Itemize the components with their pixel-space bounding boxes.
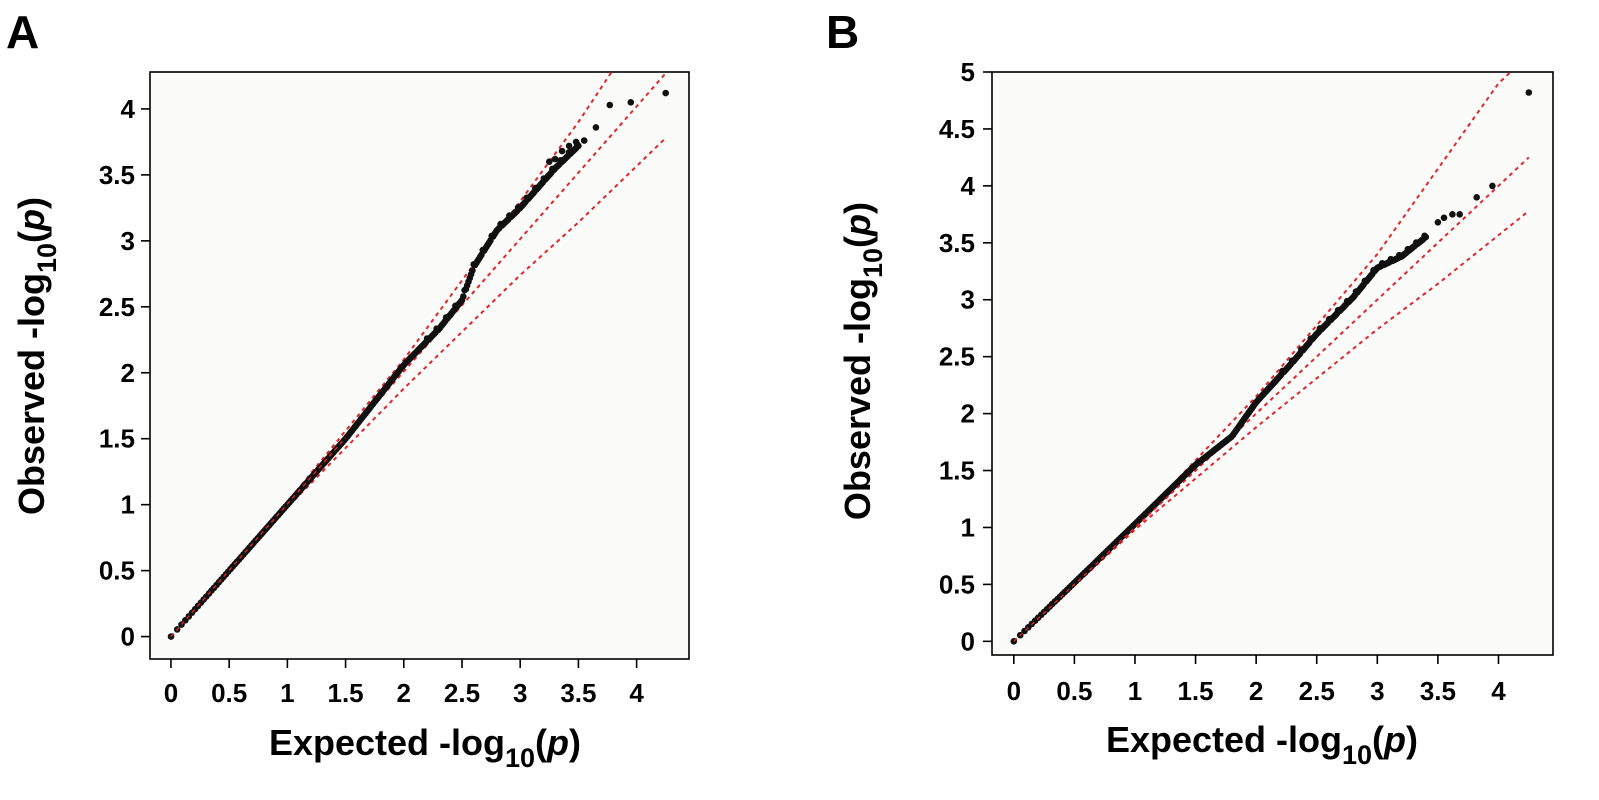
- y-tick-label: 2: [121, 358, 135, 388]
- y-axis-title: Observed -log10(p): [11, 197, 62, 515]
- x-tick-label: 3.5: [1420, 676, 1456, 706]
- panel-letter: A: [6, 6, 39, 58]
- x-axis-title-open-paren: (: [535, 722, 547, 763]
- x-tick-label: 2: [1249, 676, 1263, 706]
- x-tick-label: 1.5: [1177, 676, 1213, 706]
- x-tick-label: 4: [629, 678, 644, 708]
- x-tick-label: 3.5: [560, 678, 596, 708]
- x-axis-title-variable: p: [546, 722, 569, 763]
- x-tick-label: 2: [397, 678, 411, 708]
- data-point: [1434, 219, 1442, 226]
- y-axis-title-close-paren: ): [11, 197, 52, 209]
- x-axis-title: Expected -log10(p): [269, 722, 581, 773]
- x-tick-label: 1: [1128, 676, 1142, 706]
- x-tick-label: 3: [1370, 676, 1384, 706]
- data-point: [565, 142, 573, 150]
- reference-line-upper-curve: [170, 72, 613, 638]
- y-tick-label: 2.5: [99, 292, 135, 322]
- y-tick-label: 1.5: [99, 424, 135, 454]
- y-tick-label: 4.5: [939, 114, 975, 144]
- y-tick-label: 1.5: [939, 456, 975, 486]
- data-point: [551, 155, 559, 163]
- data-point: [572, 138, 580, 146]
- y-axis-title-open-paren: (: [837, 236, 878, 248]
- data-point: [1456, 211, 1463, 218]
- data-point: [469, 267, 476, 274]
- x-tick-label: 0: [164, 678, 178, 708]
- x-axis-title-close-paren: ): [569, 722, 581, 763]
- panel-a: A 0 0.5 1 1.5 2 2.5 3 3.5 4 0 0.5 1 1.5 2 2.5 3 3.5 4 Expec…: [6, 6, 690, 773]
- x-axis-title-close-paren: ): [1406, 719, 1418, 760]
- y-tick-label: 0.5: [99, 556, 135, 586]
- y-axis-title-subscript: 10: [858, 248, 888, 278]
- x-axis-title: Expected -log10(p): [1106, 719, 1418, 770]
- x-tick-label: 0: [1007, 676, 1021, 706]
- plot-area: [991, 71, 1554, 656]
- data-point: [546, 158, 553, 165]
- y-tick-label: 0: [961, 626, 975, 656]
- y-tick-label: 3.5: [939, 228, 975, 258]
- y-tick-label: 2: [961, 399, 975, 429]
- y-tick-label: 3: [961, 285, 975, 315]
- reference-line-expected: [170, 72, 667, 638]
- y-tick-label: 4: [121, 94, 136, 124]
- y-tick-label: 2.5: [939, 342, 975, 372]
- reference-line-lower-curve: [1013, 210, 1530, 643]
- data-point: [580, 137, 588, 144]
- y-tick-label: 5: [961, 57, 975, 87]
- data-point: [627, 99, 635, 106]
- x-tick-label: 2.5: [444, 678, 480, 708]
- y-axis-title-close-paren: ): [837, 202, 878, 214]
- x-tick-label: 0.5: [211, 678, 247, 708]
- y-tick-label: 0.5: [939, 569, 975, 599]
- y-tick-label: 0: [121, 622, 135, 652]
- y-axis-title-text: Observed -log: [11, 273, 52, 515]
- y-axis-title-variable: p: [11, 209, 52, 232]
- x-tick-label: 0.5: [1056, 676, 1092, 706]
- x-tick-label: 2.5: [1299, 676, 1335, 706]
- reference-line-expected: [1013, 156, 1530, 643]
- x-axis-title-subscript: 10: [1342, 740, 1372, 770]
- y-axis-title-open-paren: (: [11, 231, 52, 243]
- reference-line-overlay: [1013, 470, 1197, 642]
- data-point: [606, 101, 614, 109]
- data-point: [1489, 182, 1496, 190]
- y-axis-title-variable: p: [837, 214, 878, 237]
- x-axis-title-open-paren: (: [1372, 719, 1384, 760]
- y-tick-label: 4: [961, 171, 976, 201]
- x-axis-title-subscript: 10: [505, 743, 535, 773]
- y-axis-title-text: Observed -log: [837, 278, 878, 520]
- plot-content: [167, 72, 669, 640]
- plot-content: [1010, 72, 1533, 645]
- data-point: [460, 293, 467, 300]
- data-point: [1422, 233, 1430, 241]
- data-point: [1440, 214, 1448, 222]
- y-tick-label: 3: [121, 226, 135, 256]
- x-tick-label: 4: [1491, 676, 1506, 706]
- y-axis-title-subscript: 10: [32, 243, 62, 273]
- y-tick-label: 3.5: [99, 160, 135, 190]
- x-axis-title-variable: p: [1383, 719, 1406, 760]
- x-tick-label: 1.5: [327, 678, 363, 708]
- data-point: [1525, 89, 1533, 96]
- x-tick-label: 3: [513, 678, 527, 708]
- data-point: [558, 147, 566, 155]
- data-point: [662, 89, 669, 97]
- x-axis-title-text: Expected -log: [1106, 719, 1342, 760]
- data-point: [592, 124, 600, 131]
- y-axis-title: Observed -log10(p): [837, 202, 888, 520]
- x-tick-label: 1: [280, 678, 294, 708]
- data-point: [1473, 194, 1480, 201]
- panel-b: B 0 0.5 1 1.5 2 2.5 3 3.5 4 0 0.5 1 1.5 2 2.5 3 3.5 4 4.5 5 E…: [826, 6, 1554, 770]
- y-tick-label: 1: [121, 490, 135, 520]
- panel-letter: B: [826, 6, 859, 58]
- y-tick-label: 1: [961, 512, 975, 542]
- data-point: [1449, 211, 1456, 218]
- x-axis-title-text: Expected -log: [269, 722, 505, 763]
